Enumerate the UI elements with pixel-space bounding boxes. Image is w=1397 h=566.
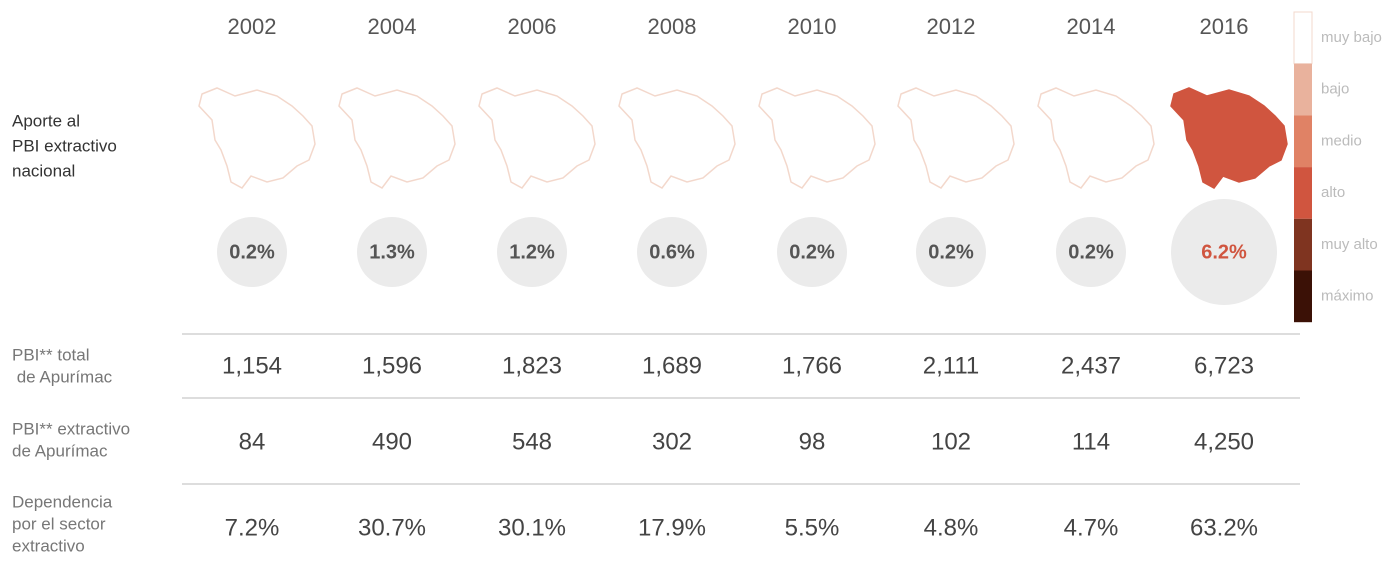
row-value: 1,823 bbox=[502, 352, 562, 379]
row-label: nacional bbox=[12, 161, 75, 180]
legend-label: alto bbox=[1321, 184, 1345, 201]
year: 2006 bbox=[508, 14, 557, 39]
share-circle bbox=[217, 217, 287, 287]
legend-label: muy alto bbox=[1321, 236, 1378, 253]
share-value: 1.3% bbox=[369, 241, 415, 263]
row-value: 4.8% bbox=[924, 514, 979, 541]
share-circle bbox=[1056, 217, 1126, 287]
row-value: 490 bbox=[372, 428, 412, 455]
year: 2012 bbox=[927, 14, 976, 39]
year: 2010 bbox=[788, 14, 837, 39]
year: 2004 bbox=[368, 14, 417, 39]
row-label: de Apurímac bbox=[12, 441, 108, 460]
share-circle bbox=[916, 217, 986, 287]
row-value: 1,689 bbox=[642, 352, 702, 379]
row-value: 4,250 bbox=[1194, 428, 1254, 455]
region-map bbox=[198, 87, 316, 189]
share-circle bbox=[497, 217, 567, 287]
row-value: 6,723 bbox=[1194, 352, 1254, 379]
legend-swatch bbox=[1294, 218, 1312, 271]
year: 2014 bbox=[1067, 14, 1116, 39]
row-value: 5.5% bbox=[785, 514, 840, 541]
row-value: 548 bbox=[512, 428, 552, 455]
share-circle bbox=[1171, 199, 1277, 305]
row-label: PBI extractivo bbox=[12, 136, 117, 155]
region-map bbox=[758, 87, 876, 189]
share-value: 0.2% bbox=[229, 241, 275, 263]
row-label: por el sector bbox=[12, 514, 106, 533]
row-value: 30.1% bbox=[498, 514, 566, 541]
region-map bbox=[1037, 87, 1155, 189]
share-circle bbox=[357, 217, 427, 287]
share-value: 6.2% bbox=[1201, 241, 1247, 263]
row-value: 302 bbox=[652, 428, 692, 455]
row-value: 2,111 bbox=[923, 352, 980, 379]
row-value: 7.2% bbox=[225, 514, 280, 541]
row-value: 30.7% bbox=[358, 514, 426, 541]
legend-label: muy bajo bbox=[1321, 29, 1382, 46]
row-label: Dependencia bbox=[12, 492, 113, 511]
legend-swatch bbox=[1293, 11, 1313, 65]
legend-swatch bbox=[1294, 167, 1312, 219]
row-label: extractivo bbox=[12, 536, 85, 555]
share-circle bbox=[637, 217, 707, 287]
row-value: 1,154 bbox=[222, 352, 282, 379]
region-map bbox=[1170, 87, 1288, 189]
share-value: 0.2% bbox=[928, 241, 974, 263]
row-value: 114 bbox=[1072, 428, 1110, 455]
region-map bbox=[618, 87, 736, 189]
row-value: 63.2% bbox=[1190, 514, 1258, 541]
legend-label: bajo bbox=[1321, 81, 1349, 98]
row-value: 1,596 bbox=[362, 352, 422, 379]
region-map bbox=[338, 87, 456, 189]
row-value: 98 bbox=[799, 428, 826, 455]
row-value: 4.7% bbox=[1064, 514, 1119, 541]
row-value: 2,437 bbox=[1061, 352, 1121, 379]
share-value: 0.2% bbox=[789, 241, 835, 263]
year: 2016 bbox=[1200, 14, 1249, 39]
region-map bbox=[897, 87, 1015, 189]
row-label: PBI** extractivo bbox=[12, 419, 130, 438]
year: 2002 bbox=[228, 14, 277, 39]
row-value: 84 bbox=[239, 428, 266, 455]
share-value: 0.6% bbox=[649, 241, 695, 263]
row-value: 1,766 bbox=[782, 352, 842, 379]
share-value: 1.2% bbox=[509, 241, 555, 263]
row-label: Aporte al bbox=[12, 111, 80, 130]
row-label: de Apurímac bbox=[12, 367, 113, 386]
legend-swatch bbox=[1294, 63, 1312, 116]
share-circle bbox=[777, 217, 847, 287]
row-label: PBI** total bbox=[12, 345, 90, 364]
legend-swatch bbox=[1294, 270, 1312, 323]
row-value: 102 bbox=[931, 428, 971, 455]
year: 2008 bbox=[648, 14, 697, 39]
legend-label: máximo bbox=[1321, 287, 1374, 304]
region-map bbox=[478, 87, 596, 189]
legend-label: medio bbox=[1321, 132, 1362, 149]
share-value: 0.2% bbox=[1068, 241, 1114, 263]
row-value: 17.9% bbox=[638, 514, 706, 541]
legend-swatch bbox=[1294, 115, 1312, 168]
